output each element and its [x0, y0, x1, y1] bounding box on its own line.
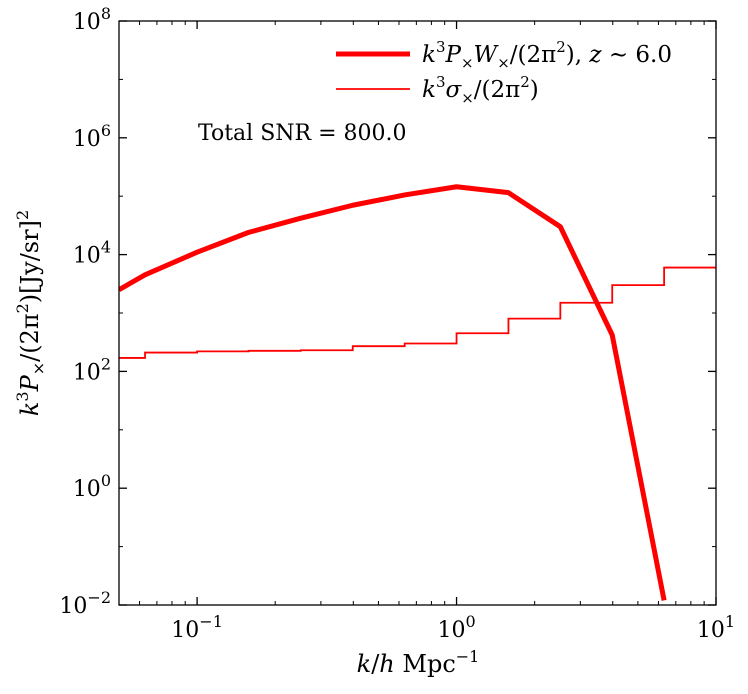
series-noise-step — [119, 266, 716, 359]
y-tick-label: 108 — [73, 4, 111, 35]
x-axis-label: k/h Mpc−1 — [357, 647, 480, 678]
x-tick-label: 10−1 — [171, 612, 223, 643]
snr-annotation: Total SNR = 800.0 — [198, 121, 406, 146]
y-tick-label: 10−2 — [59, 588, 111, 619]
y-tick-label: 104 — [73, 238, 111, 269]
legend-label-noise: k3σ×/(2π2) — [422, 73, 539, 107]
plot-background — [119, 21, 716, 605]
y-tick-label: 106 — [73, 121, 111, 152]
y-axis-label: k3P×/(2π2)[Jy/sr]2 — [13, 210, 48, 416]
legend-label-power: k3P×W×/(2π2), z ∼ 6.0 — [422, 38, 672, 72]
legend: k3P×W×/(2π2), z ∼ 6.0 k3σ×/(2π2) — [336, 38, 672, 107]
series-power-line — [119, 184, 667, 601]
x-tick-label: 101 — [697, 612, 735, 643]
x-tick-label: 100 — [437, 612, 475, 643]
y-tick-label: 102 — [73, 354, 111, 385]
y-tick-label: 100 — [73, 471, 111, 502]
